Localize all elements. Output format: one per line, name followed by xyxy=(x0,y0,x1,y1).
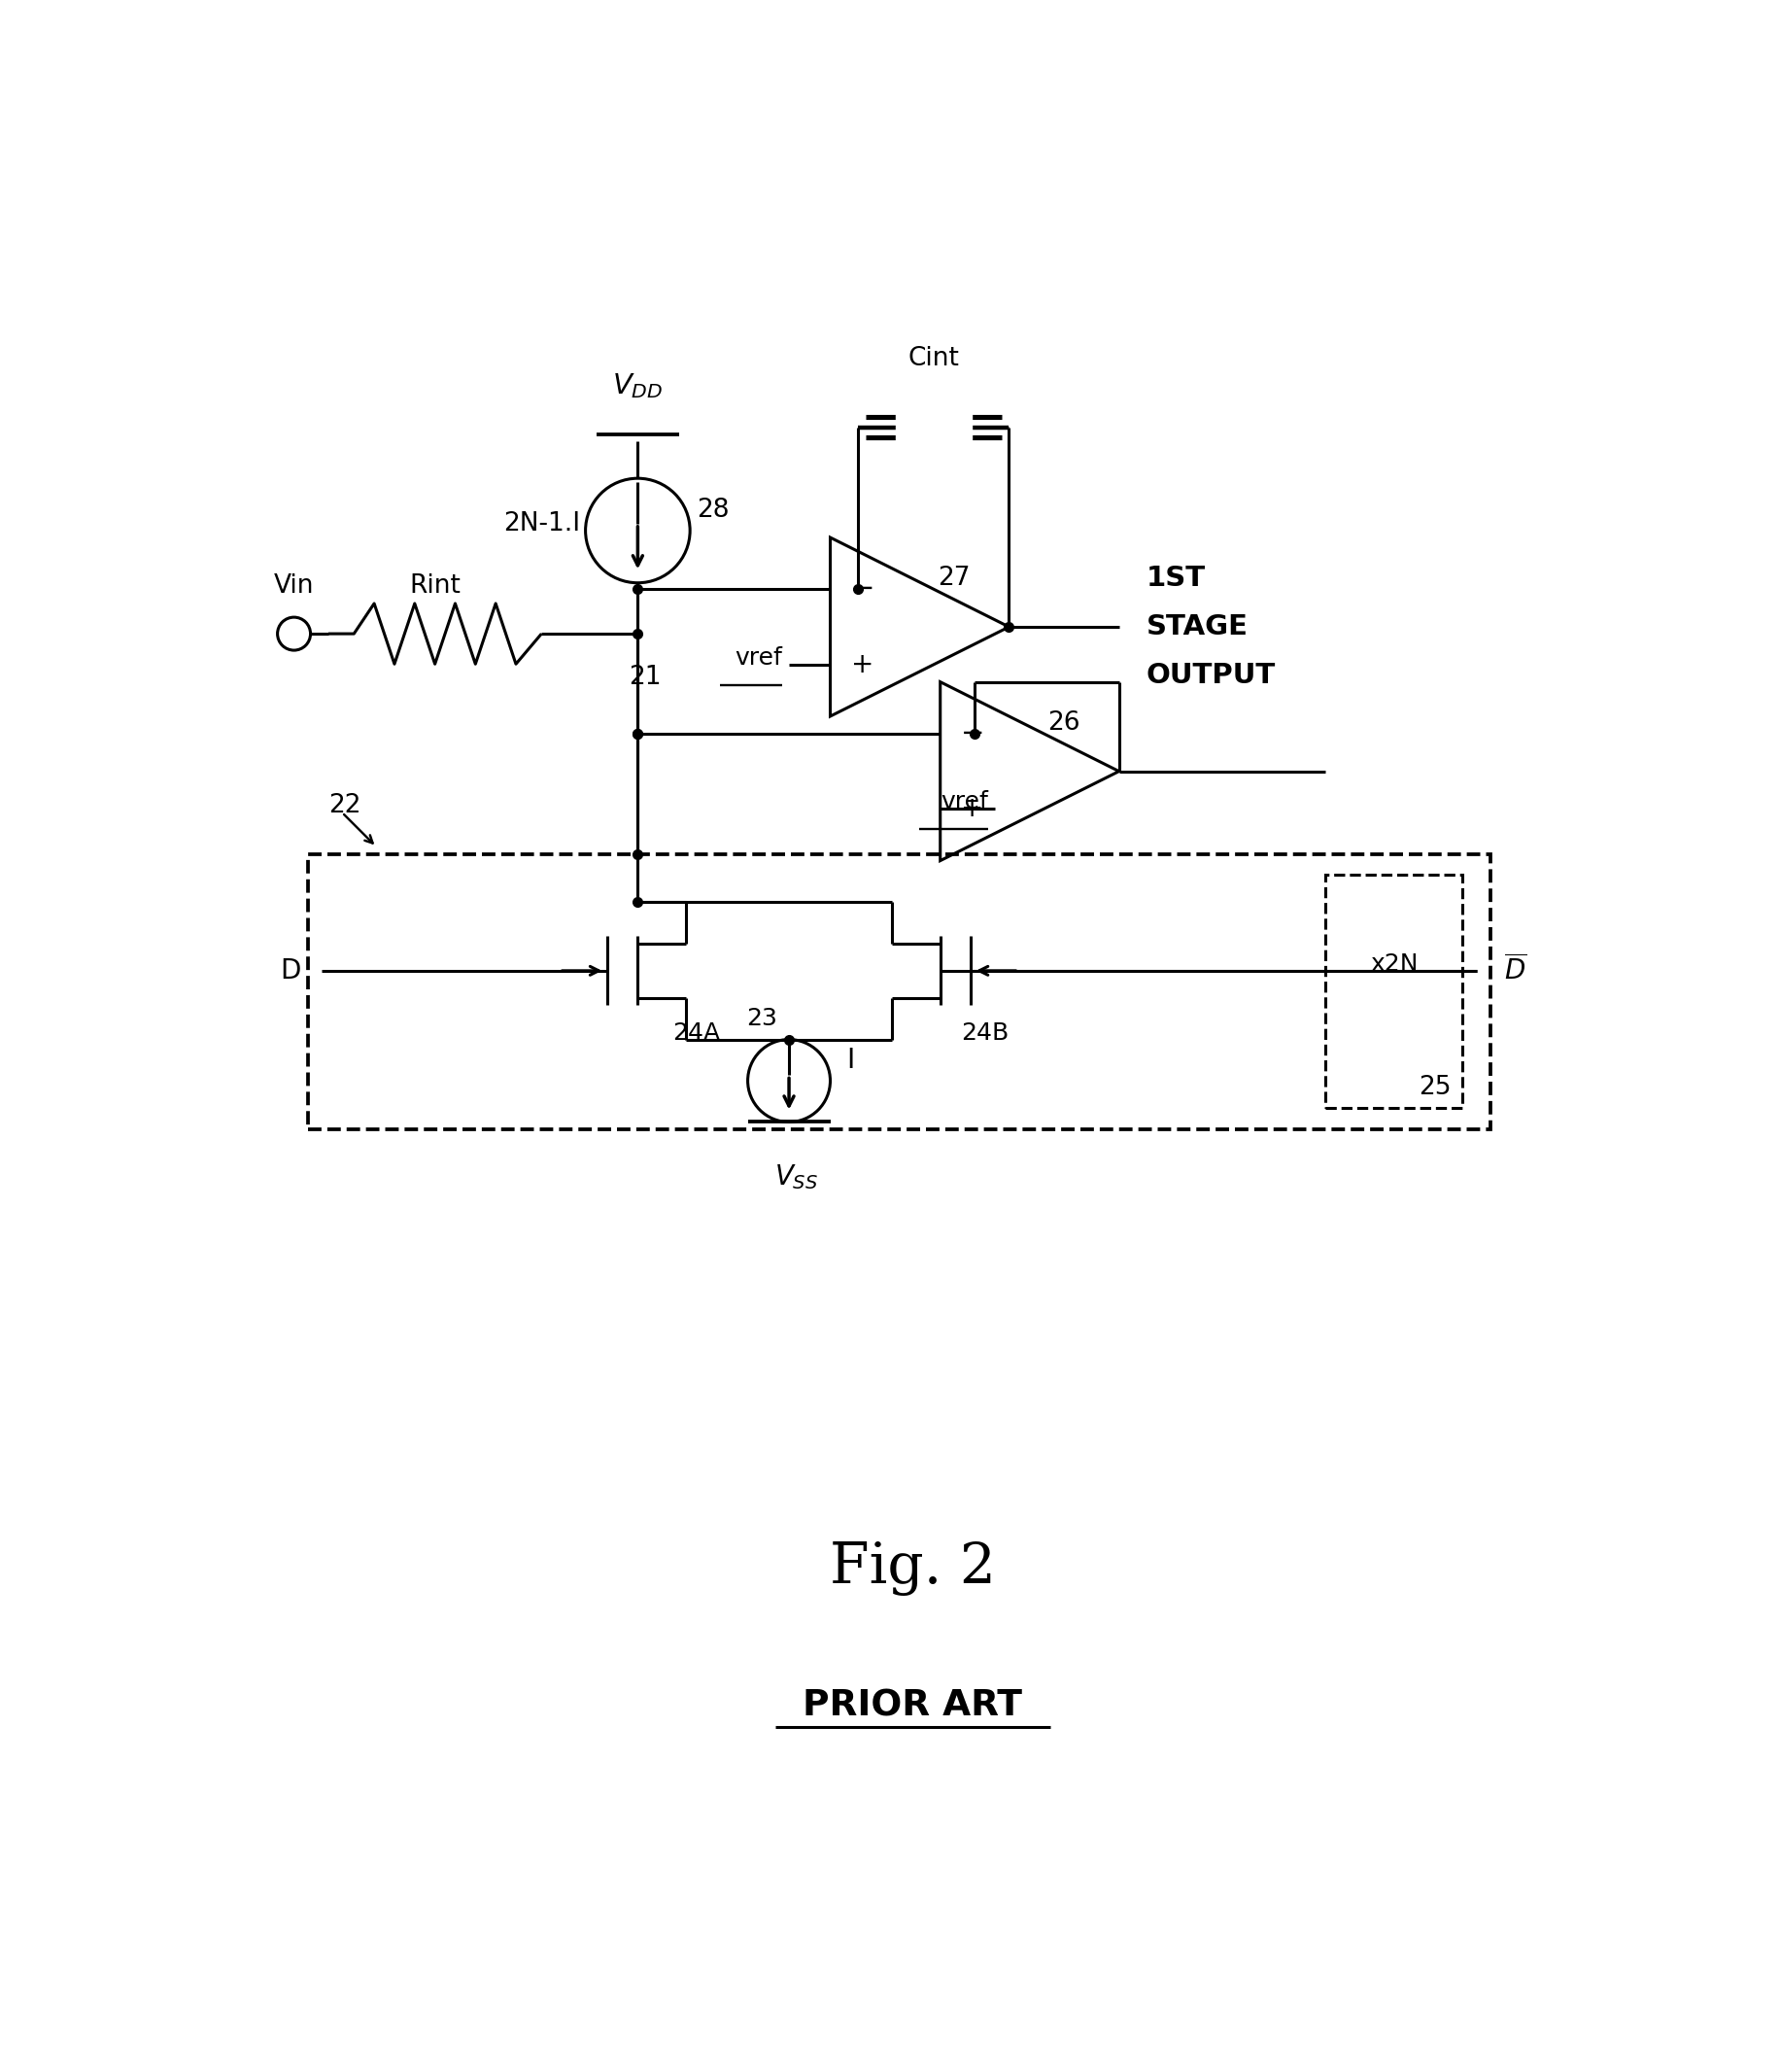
Bar xyxy=(308,854,1490,1129)
Text: $V_{SS}$: $V_{SS}$ xyxy=(774,1162,817,1191)
Text: 26: 26 xyxy=(1047,711,1080,736)
Text: vref: vref xyxy=(733,646,781,669)
Text: 24B: 24B xyxy=(961,1021,1007,1044)
Text: I: I xyxy=(847,1046,854,1073)
Text: vref: vref xyxy=(940,789,988,814)
Text: 22: 22 xyxy=(328,794,361,818)
Text: D: D xyxy=(279,957,301,984)
Text: Cint: Cint xyxy=(908,346,959,371)
Text: $\overline{D}$: $\overline{D}$ xyxy=(1502,955,1525,986)
Text: 23: 23 xyxy=(746,1007,776,1030)
Text: Vin: Vin xyxy=(274,574,313,599)
Text: OUTPUT: OUTPUT xyxy=(1146,661,1274,688)
Text: Rint: Rint xyxy=(409,574,461,599)
Text: Fig. 2: Fig. 2 xyxy=(829,1542,995,1595)
Text: $V_{DD}$: $V_{DD}$ xyxy=(612,371,662,400)
Text: PRIOR ART: PRIOR ART xyxy=(803,1689,1022,1724)
Text: x2N: x2N xyxy=(1369,953,1417,976)
Text: 27: 27 xyxy=(938,566,970,591)
Text: −: − xyxy=(851,576,874,603)
Text: 21: 21 xyxy=(628,665,660,690)
Text: 25: 25 xyxy=(1419,1075,1451,1100)
Text: 1ST: 1ST xyxy=(1146,566,1205,593)
Text: 28: 28 xyxy=(696,497,730,522)
Bar xyxy=(1324,874,1461,1109)
Text: 2N-1.I: 2N-1.I xyxy=(502,512,580,537)
Text: −: − xyxy=(961,721,984,748)
Text: STAGE: STAGE xyxy=(1146,613,1248,640)
Text: 24A: 24A xyxy=(671,1021,719,1044)
Text: +: + xyxy=(851,651,874,678)
Text: +: + xyxy=(961,796,983,823)
